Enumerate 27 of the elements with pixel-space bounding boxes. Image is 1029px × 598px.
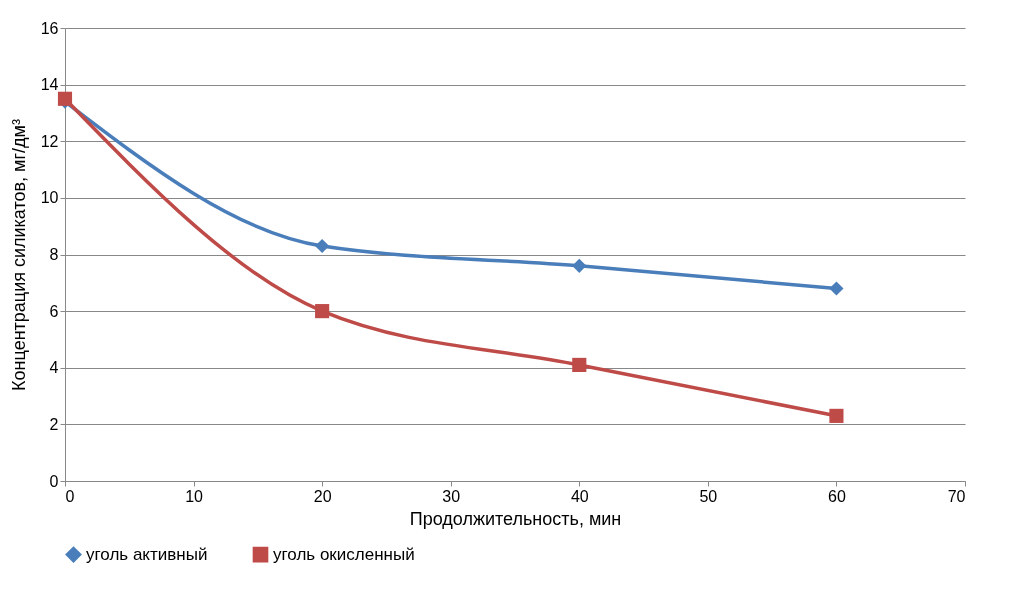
- point: [572, 258, 587, 273]
- point: [315, 238, 330, 254]
- x-tick-label: 10: [185, 487, 204, 505]
- x-tick-label: 50: [699, 487, 718, 505]
- legend-label: уголь активный: [86, 544, 208, 564]
- point: [315, 304, 330, 319]
- x-tick-label: 30: [442, 487, 461, 505]
- y-tick-label: 16: [40, 19, 59, 37]
- y-tick-label: 4: [49, 359, 59, 377]
- point: [829, 408, 844, 423]
- x-tick-label: 70: [947, 487, 966, 505]
- x-tick-label: 40: [570, 487, 589, 505]
- y-tick-label: 2: [49, 415, 59, 433]
- y-tick-label: 12: [40, 132, 59, 150]
- y-tick-label: 14: [40, 76, 59, 94]
- x-axis-title: Продолжительность, мин: [409, 508, 622, 529]
- legend-label: уголь окисленный: [273, 544, 415, 564]
- x-tick-label: 20: [313, 487, 332, 505]
- x-tick-label: 60: [828, 487, 846, 505]
- y-tick-label: 0: [49, 472, 59, 490]
- point: [829, 281, 844, 296]
- x-tick-label: 0: [65, 487, 75, 505]
- y-tick-label: 8: [49, 246, 59, 263]
- y-axis-title: Концентрация силикатов, мг/дм³: [8, 119, 29, 391]
- y-tick-label: 10: [40, 189, 59, 207]
- point: [572, 357, 587, 372]
- y-tick-label: 6: [49, 302, 59, 320]
